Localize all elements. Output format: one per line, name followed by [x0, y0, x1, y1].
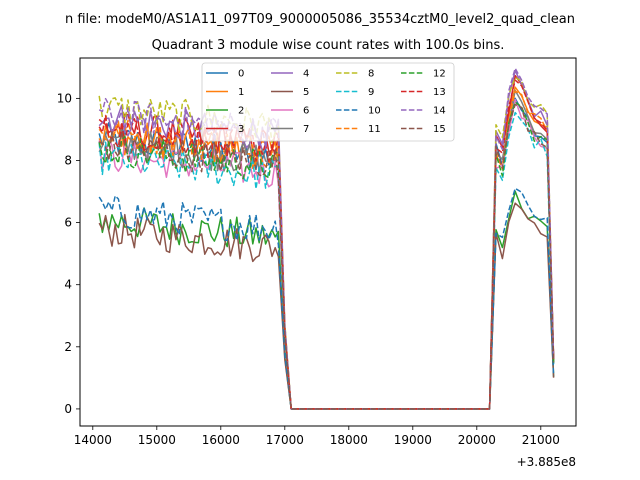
legend-label-0: 0 — [238, 69, 244, 80]
series-line-10 — [98, 187, 555, 410]
legend-label-10: 10 — [368, 106, 381, 117]
y-tick-label: 6 — [64, 216, 72, 230]
legend-label-6: 6 — [303, 106, 309, 117]
legend-label-9: 9 — [368, 87, 374, 98]
x-tick-label: 21000 — [522, 433, 560, 447]
x-offset-label: +3.885e8 — [517, 455, 576, 469]
y-tick-label: 10 — [57, 91, 72, 105]
x-tick-label: 19000 — [394, 433, 432, 447]
legend-label-11: 11 — [368, 124, 381, 135]
y-tick-label: 4 — [64, 278, 72, 292]
series-line-5 — [98, 202, 555, 410]
series-line-13 — [98, 79, 555, 410]
x-tick-label: 15000 — [138, 433, 176, 447]
chart-title: Quadrant 3 module wise count rates with … — [152, 38, 505, 53]
y-tick-label: 2 — [64, 340, 72, 354]
legend-box — [201, 62, 455, 142]
y-tick-label: 0 — [64, 402, 72, 416]
legend-label-12: 12 — [433, 69, 446, 80]
chart-suptitle: n file: modeM0/AS1A11_097T09_9000005086_… — [65, 12, 575, 27]
legend-label-15: 15 — [433, 124, 446, 135]
series-line-9 — [98, 111, 555, 410]
plot-frame — [79, 57, 577, 427]
axis-layer: 14000 15000 16000 17000 18000 19000 20000 21000… — [57, 91, 560, 447]
legend-label-7: 7 — [303, 124, 309, 135]
legend-label-1: 1 — [238, 87, 244, 98]
legend-label-13: 13 — [433, 87, 446, 98]
legend-label-4: 4 — [303, 69, 309, 80]
legend-label-14: 14 — [433, 106, 446, 117]
legend-label-3: 3 — [238, 124, 244, 135]
series-line-15 — [98, 103, 555, 410]
x-tick-label: 20000 — [458, 433, 496, 447]
y-tick-label: 8 — [64, 153, 72, 167]
legend-label-2: 2 — [238, 106, 244, 117]
x-tick-label: 17000 — [266, 433, 304, 447]
legend-label-5: 5 — [303, 87, 309, 98]
x-tick-label: 16000 — [202, 433, 240, 447]
legend-label-8: 8 — [368, 69, 374, 80]
x-tick-label: 18000 — [330, 433, 368, 447]
x-tick-label: 14000 — [74, 433, 112, 447]
